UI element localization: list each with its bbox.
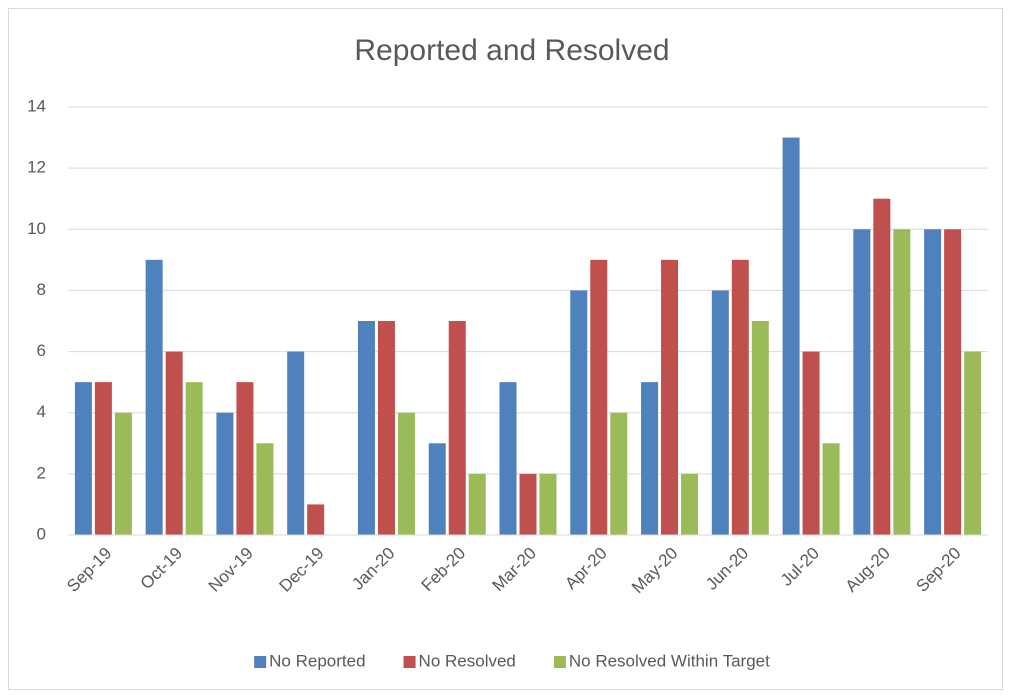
bar bbox=[964, 351, 982, 535]
bar bbox=[822, 443, 840, 535]
bar bbox=[661, 259, 679, 535]
legend-label: No Resolved bbox=[419, 651, 516, 670]
legend-swatch bbox=[254, 656, 267, 668]
bar bbox=[539, 473, 557, 535]
bar bbox=[782, 137, 800, 536]
bar bbox=[287, 351, 305, 535]
bar bbox=[145, 259, 163, 535]
bar bbox=[711, 290, 729, 535]
bar bbox=[570, 290, 588, 535]
y-tick-label: 8 bbox=[37, 280, 46, 299]
bar bbox=[731, 259, 749, 535]
legend-label: No Resolved Within Target bbox=[569, 651, 770, 670]
y-tick-label: 12 bbox=[27, 158, 46, 177]
y-tick-label: 10 bbox=[27, 219, 46, 238]
y-tick-label: 14 bbox=[27, 96, 46, 115]
y-tick-label: 2 bbox=[37, 463, 46, 482]
legend-swatch bbox=[403, 656, 416, 668]
chart-border bbox=[8, 8, 1003, 690]
bar bbox=[499, 382, 517, 535]
y-tick-label: 0 bbox=[37, 524, 46, 543]
bar bbox=[377, 321, 395, 535]
bar bbox=[256, 443, 274, 535]
bar bbox=[74, 382, 92, 535]
bar bbox=[185, 382, 203, 535]
bar bbox=[357, 321, 375, 535]
bar bbox=[307, 504, 325, 535]
bar bbox=[802, 351, 820, 535]
y-tick-label: 4 bbox=[37, 402, 46, 421]
bar bbox=[428, 443, 446, 535]
bar bbox=[944, 229, 962, 536]
bar bbox=[681, 473, 699, 535]
bar bbox=[873, 198, 891, 535]
bar bbox=[216, 412, 234, 535]
bar bbox=[610, 412, 628, 535]
bar bbox=[519, 473, 537, 535]
bar bbox=[924, 229, 942, 536]
bar bbox=[468, 473, 486, 535]
bar bbox=[853, 229, 871, 536]
bar bbox=[236, 382, 254, 535]
legend-label: No Reported bbox=[269, 651, 365, 670]
bar bbox=[893, 229, 911, 536]
bar bbox=[751, 321, 769, 535]
y-tick-label: 6 bbox=[37, 341, 46, 360]
legend-swatch bbox=[553, 656, 566, 668]
bar bbox=[590, 259, 608, 535]
bar bbox=[641, 382, 659, 535]
bar bbox=[397, 412, 415, 535]
bar bbox=[165, 351, 183, 535]
bar bbox=[114, 412, 132, 535]
bar bbox=[448, 321, 466, 535]
chart-title: Reported and Resolved bbox=[354, 34, 669, 67]
bar bbox=[94, 382, 112, 535]
